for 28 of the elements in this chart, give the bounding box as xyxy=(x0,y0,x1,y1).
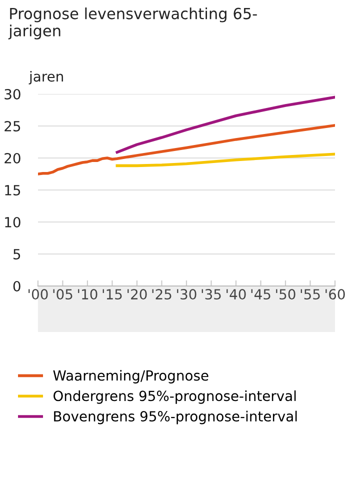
x-tick-label: '30 xyxy=(177,289,196,300)
legend-label: Waarneming/Prognose xyxy=(53,370,208,384)
line-series xyxy=(38,124,335,176)
x-tick-label: '55 xyxy=(300,289,320,300)
y-axis-title: jaren xyxy=(28,70,63,84)
chart-title: Prognose levensverwachting 65- jarigen xyxy=(8,8,257,40)
x-tick-label: '10 xyxy=(78,289,98,300)
x-tick-label: '50 xyxy=(276,289,296,300)
x-tick-label: '25 xyxy=(152,289,172,300)
x-tick-label: '45 xyxy=(251,289,270,300)
line-series xyxy=(116,96,335,154)
x-tick-label: '35 xyxy=(202,289,221,300)
x-tick-label: '05 xyxy=(53,289,72,300)
y-tick-label: 5 xyxy=(14,249,20,260)
x-tick-label: '00 xyxy=(28,289,48,300)
x-tick-label: '40 xyxy=(226,289,246,300)
y-tick-label: 20 xyxy=(4,152,20,164)
legend-label: Bovengrens 95%-prognose-interval xyxy=(54,410,297,424)
x-tick-label: '60 xyxy=(326,289,345,300)
y-tick-label: 30 xyxy=(4,88,20,100)
y-tick-label: 25 xyxy=(4,120,20,132)
line-series xyxy=(116,152,335,168)
legend-label: Ondergrens 95%-prognose-interval xyxy=(54,390,296,404)
x-tick-label: '20 xyxy=(128,289,147,300)
y-tick-label: 10 xyxy=(5,216,20,228)
y-tick-label: 0 xyxy=(13,280,20,292)
x-tick-label: '15 xyxy=(102,289,122,300)
y-tick-label: 15 xyxy=(5,185,20,196)
